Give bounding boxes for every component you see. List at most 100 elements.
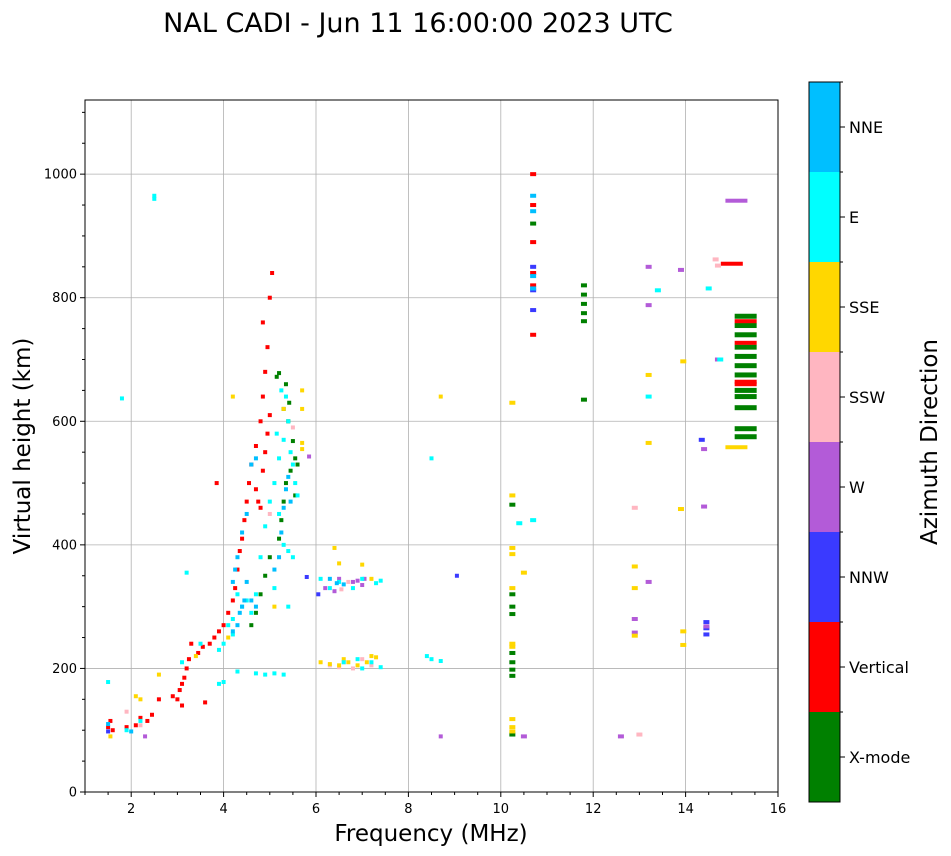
data-point [350, 579, 355, 584]
data-point [631, 564, 638, 569]
data-point [265, 431, 270, 436]
data-point [274, 374, 279, 379]
data-point [119, 396, 124, 401]
data-point [580, 283, 587, 288]
data-point [337, 576, 342, 581]
data-point [720, 261, 743, 266]
data-point [244, 579, 249, 584]
data-point [334, 581, 339, 586]
data-point [138, 718, 143, 723]
data-point [438, 659, 443, 664]
chart-title: NAL CADI - Jun 11 16:00:00 2023 UTC [163, 8, 673, 39]
data-point [530, 518, 537, 523]
data-point [230, 617, 235, 621]
colorbar-segment [809, 532, 840, 622]
data-point [267, 511, 272, 516]
colorbar-label: Vertical [849, 658, 909, 677]
data-point [530, 221, 537, 226]
data-point [300, 440, 305, 445]
data-point [318, 660, 323, 665]
data-point [221, 623, 226, 628]
x-tick-label: 4 [219, 802, 227, 817]
colorbar: X-mode Vertical NNW W SSW SSE E NNE [808, 81, 910, 803]
data-point [520, 734, 527, 739]
data-point [286, 474, 291, 479]
data-point [230, 632, 235, 637]
data-point [327, 586, 332, 591]
data-point [281, 542, 286, 547]
data-point [337, 561, 342, 566]
data-point [295, 462, 300, 467]
data-point [520, 570, 527, 575]
data-point [272, 604, 277, 609]
data-point [323, 586, 328, 591]
data-point [734, 426, 757, 432]
colorbar-frame [808, 81, 841, 803]
data-point [300, 388, 305, 393]
data-point [703, 632, 710, 637]
data-point [734, 332, 757, 338]
data-point [124, 725, 129, 730]
data-point [233, 567, 238, 572]
data-point [332, 589, 337, 594]
data-point [110, 728, 115, 733]
data-point [293, 493, 298, 498]
plot-background [85, 100, 778, 792]
data-point [530, 271, 537, 275]
data-point [293, 481, 298, 486]
data-point [705, 286, 712, 291]
data-point [374, 655, 379, 660]
colorbar-label: NNW [849, 568, 889, 587]
data-point [124, 709, 129, 714]
data-point [106, 680, 111, 685]
colorbar-segment [809, 712, 840, 802]
colorbar-segment [809, 82, 840, 172]
data-point [267, 555, 272, 560]
data-point [316, 592, 321, 597]
data-point [677, 267, 684, 272]
data-point [360, 657, 365, 662]
data-point [429, 456, 434, 461]
data-point [530, 332, 537, 337]
data-point [378, 665, 383, 670]
data-point [200, 644, 205, 649]
data-point [509, 545, 516, 550]
data-point [281, 406, 286, 411]
data-point [277, 536, 282, 541]
data-point [230, 598, 235, 603]
colorbar-segment [809, 172, 840, 262]
data-point [129, 729, 134, 734]
data-point [307, 454, 312, 459]
data-point [281, 437, 286, 442]
data-point [337, 663, 342, 668]
data-point [509, 717, 516, 722]
data-point [580, 292, 587, 297]
data-point [438, 734, 443, 739]
data-point [189, 641, 194, 646]
data-point [214, 481, 219, 486]
x-tick-label: 12 [585, 802, 602, 817]
data-point [530, 264, 537, 269]
data-point [207, 641, 212, 646]
data-point [283, 487, 288, 492]
data-point [247, 481, 252, 486]
data-point [270, 271, 275, 275]
data-point [175, 697, 180, 702]
data-point [362, 576, 367, 581]
data-point [734, 434, 757, 440]
data-point [631, 586, 638, 591]
data-point [249, 598, 254, 603]
colorbar-label: W [849, 478, 865, 497]
data-point [341, 660, 346, 665]
data-point [279, 388, 284, 393]
colorbar-label: E [849, 208, 859, 227]
data-point [237, 610, 242, 615]
data-point [256, 499, 261, 504]
data-point [337, 579, 342, 584]
data-point [374, 581, 379, 586]
data-point [725, 198, 748, 203]
data-point [509, 592, 516, 597]
data-point [138, 697, 143, 702]
data-point [346, 660, 351, 665]
data-point [516, 521, 523, 526]
